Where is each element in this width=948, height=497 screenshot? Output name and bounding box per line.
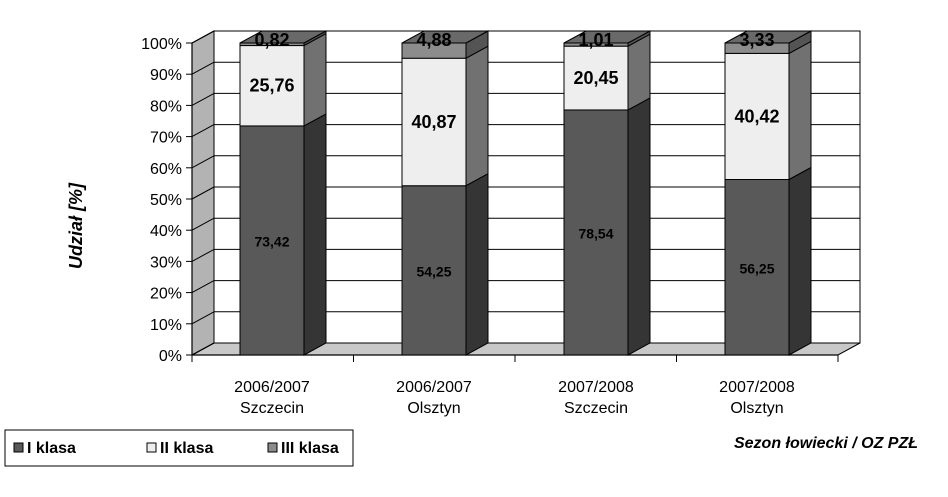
gridline-diagonal — [191, 311, 215, 325]
y-tick-label: 0% — [159, 348, 182, 365]
y-tick-label: 10% — [150, 317, 182, 334]
legend-label: III klasa — [281, 440, 339, 457]
y-tick-label: 40% — [150, 223, 182, 240]
bar-stack — [724, 30, 812, 356]
bar-side — [627, 97, 651, 356]
legend-box — [4, 429, 354, 467]
bar-side — [627, 33, 651, 111]
legend-swatch — [267, 442, 278, 453]
y-tick-label: 50% — [150, 192, 182, 209]
data-label: 0,82 — [254, 30, 289, 50]
legend-swatch — [146, 442, 157, 453]
data-label: 54,25 — [416, 263, 451, 279]
bar-top — [401, 30, 489, 44]
bar-side — [788, 166, 812, 356]
bar-top — [563, 30, 651, 44]
bar-stack — [239, 30, 327, 356]
bars — [239, 30, 812, 356]
x-category-label: Olsztyn — [407, 400, 460, 417]
y-axis-title: Udział [%] — [66, 182, 86, 269]
x-axis-title: Sezon łowiecki / OZ PZŁ — [734, 435, 918, 452]
x-category-label: 2006/2007 — [234, 379, 310, 396]
x-category-label: 2006/2007 — [396, 379, 472, 396]
bar-side — [465, 172, 489, 356]
y-tick-label: 80% — [150, 98, 182, 115]
x-category-label: 2007/2008 — [719, 379, 795, 396]
data-label: 3,33 — [739, 30, 774, 50]
y-tick-label: 20% — [150, 286, 182, 303]
bar-i-klasa — [401, 185, 467, 356]
bar-ii-klasa — [401, 57, 467, 187]
y-tick-label: 60% — [150, 161, 182, 178]
data-label: 1,01 — [578, 30, 613, 50]
x-category-label: Szczecin — [564, 400, 628, 417]
bar-side — [465, 45, 489, 187]
gridline-diagonal — [191, 155, 215, 169]
bar-i-klasa — [239, 125, 305, 356]
y-tick-label: 90% — [150, 67, 182, 84]
legend: I klasa II klasa III klasa — [4, 429, 354, 467]
data-label: 78,54 — [578, 225, 613, 241]
bar-side — [303, 32, 327, 127]
gridline-diagonal — [191, 342, 215, 356]
legend-label: II klasa — [160, 440, 213, 457]
bar-top — [239, 30, 327, 44]
gridline-diagonal — [191, 217, 215, 231]
gridline-diagonal — [191, 30, 215, 44]
data-label: 40,87 — [411, 112, 456, 132]
gridline-diagonal — [191, 124, 215, 138]
gridline-diagonal — [191, 61, 215, 75]
bar-stack — [563, 30, 651, 356]
x-category-labels: 2006/2007 Szczecin 2006/2007 Olsztyn 2007/20… — [234, 379, 795, 417]
data-label: 20,45 — [573, 68, 618, 88]
data-label: 56,25 — [739, 260, 774, 276]
gridline-diagonal — [191, 280, 215, 294]
x-category-label: Szczecin — [240, 400, 304, 417]
gridline-diagonal — [191, 186, 215, 200]
data-label: 4,88 — [416, 30, 451, 50]
data-label: 73,42 — [254, 233, 289, 249]
gridline-diagonal — [191, 248, 215, 262]
bar-side — [303, 113, 327, 356]
legend-swatch — [13, 442, 24, 453]
x-category-label: 2007/2008 — [558, 379, 634, 396]
bar-stack — [401, 30, 489, 356]
bar-i-klasa — [563, 109, 629, 356]
legend-label: I klasa — [27, 440, 76, 457]
bar-side — [788, 40, 812, 181]
data-labels: 73,42 25,76 0,82 54,25 40,87 4,88 78,54 20,45 1,… — [249, 30, 779, 279]
y-tick-labels: 0% 10% 20% 30% 40% 50% 60% 70% 80% 90% 100% — [141, 36, 182, 365]
y-tick-label: 30% — [150, 254, 182, 271]
bar-top — [724, 30, 812, 44]
y-tick-label: 70% — [150, 130, 182, 147]
gridline-diagonal — [191, 92, 215, 106]
bar-i-klasa — [724, 179, 790, 356]
bar-ii-klasa — [563, 45, 629, 111]
x-category-label: Olsztyn — [730, 400, 783, 417]
data-label: 25,76 — [249, 76, 294, 96]
data-label: 40,42 — [734, 106, 779, 126]
y-tick-label: 100% — [141, 36, 182, 53]
